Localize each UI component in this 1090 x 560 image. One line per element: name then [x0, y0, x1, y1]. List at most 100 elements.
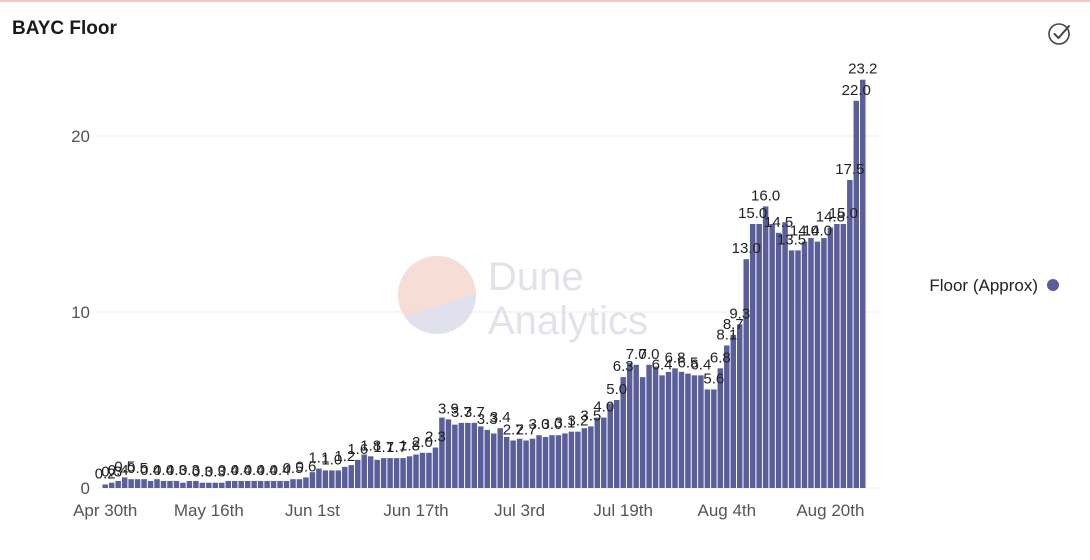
bar[interactable]: [400, 458, 406, 488]
bar[interactable]: [775, 232, 782, 488]
bar[interactable]: [160, 480, 167, 488]
bar[interactable]: [134, 479, 141, 488]
bar[interactable]: [724, 345, 730, 488]
bar[interactable]: [613, 400, 620, 488]
bar[interactable]: [238, 480, 244, 488]
bar[interactable]: [581, 428, 588, 488]
bar[interactable]: [141, 479, 147, 488]
bar[interactable]: [588, 426, 594, 488]
bar[interactable]: [419, 452, 426, 488]
bar[interactable]: [426, 452, 432, 488]
bar[interactable]: [277, 480, 283, 488]
bar[interactable]: [840, 224, 847, 488]
bar[interactable]: [672, 368, 678, 488]
bar[interactable]: [231, 480, 238, 488]
bar[interactable]: [860, 79, 866, 489]
bar[interactable]: [393, 458, 400, 488]
bar[interactable]: [471, 422, 478, 488]
bar[interactable]: [730, 334, 737, 488]
bar[interactable]: [704, 389, 711, 488]
bar[interactable]: [678, 371, 685, 488]
bar[interactable]: [257, 480, 264, 488]
bar[interactable]: [756, 224, 762, 488]
bar[interactable]: [782, 222, 788, 489]
bar[interactable]: [322, 470, 329, 488]
bar[interactable]: [853, 100, 860, 489]
bar[interactable]: [542, 436, 549, 488]
bar[interactable]: [219, 482, 225, 488]
bar[interactable]: [186, 480, 193, 488]
bar[interactable]: [795, 250, 801, 488]
bar[interactable]: [167, 480, 173, 488]
bar[interactable]: [348, 465, 355, 488]
bar[interactable]: [523, 440, 529, 488]
bar[interactable]: [264, 480, 270, 488]
bar[interactable]: [180, 482, 186, 488]
bar[interactable]: [665, 371, 672, 488]
bar[interactable]: [329, 470, 335, 488]
bar[interactable]: [847, 180, 853, 488]
bar[interactable]: [808, 238, 814, 488]
bar[interactable]: [652, 366, 659, 488]
bar[interactable]: [821, 238, 827, 488]
bar[interactable]: [406, 456, 413, 488]
bar[interactable]: [711, 389, 717, 488]
bar[interactable]: [283, 480, 290, 488]
bar[interactable]: [575, 431, 581, 488]
bar[interactable]: [380, 458, 387, 488]
bar[interactable]: [555, 435, 562, 488]
bar[interactable]: [225, 480, 231, 488]
bar[interactable]: [529, 438, 536, 488]
bar[interactable]: [490, 433, 497, 488]
bar[interactable]: [309, 472, 316, 488]
bar[interactable]: [374, 459, 380, 488]
bar[interactable]: [536, 435, 542, 488]
bar[interactable]: [270, 480, 277, 488]
bar[interactable]: [108, 482, 115, 488]
bar[interactable]: [633, 364, 639, 488]
bar[interactable]: [691, 375, 698, 488]
bar[interactable]: [413, 454, 419, 488]
bar[interactable]: [342, 466, 348, 488]
bar[interactable]: [717, 368, 724, 488]
bar[interactable]: [594, 417, 601, 488]
bar[interactable]: [607, 403, 613, 488]
bar[interactable]: [685, 373, 691, 488]
bar[interactable]: [626, 363, 633, 488]
bar[interactable]: [316, 468, 322, 488]
bar[interactable]: [432, 447, 439, 488]
bar[interactable]: [199, 482, 206, 488]
bar[interactable]: [361, 454, 367, 488]
bar[interactable]: [497, 428, 503, 488]
bar[interactable]: [387, 458, 393, 488]
bar[interactable]: [659, 375, 665, 488]
bar[interactable]: [303, 477, 309, 488]
bar[interactable]: [439, 417, 445, 488]
bar[interactable]: [639, 377, 646, 488]
bar[interactable]: [290, 479, 296, 488]
bar[interactable]: [646, 364, 652, 488]
bar[interactable]: [762, 206, 769, 488]
bar[interactable]: [562, 433, 568, 488]
bar[interactable]: [814, 241, 821, 488]
bar[interactable]: [115, 480, 121, 488]
check-circle-icon[interactable]: [1047, 21, 1073, 47]
bar[interactable]: [154, 479, 160, 488]
bar[interactable]: [173, 480, 180, 488]
bar[interactable]: [737, 324, 743, 488]
bar[interactable]: [478, 426, 484, 488]
bar[interactable]: [128, 479, 134, 488]
bar[interactable]: [749, 224, 756, 488]
bar[interactable]: [698, 375, 704, 488]
bar[interactable]: [335, 470, 342, 488]
bar[interactable]: [251, 480, 257, 488]
bar[interactable]: [769, 224, 775, 488]
bar[interactable]: [355, 459, 361, 488]
bar[interactable]: [367, 456, 374, 488]
bar[interactable]: [743, 259, 749, 488]
bar[interactable]: [827, 227, 834, 488]
bar[interactable]: [452, 424, 458, 488]
bar[interactable]: [458, 422, 465, 488]
bar[interactable]: [510, 440, 516, 488]
bar[interactable]: [102, 484, 108, 488]
